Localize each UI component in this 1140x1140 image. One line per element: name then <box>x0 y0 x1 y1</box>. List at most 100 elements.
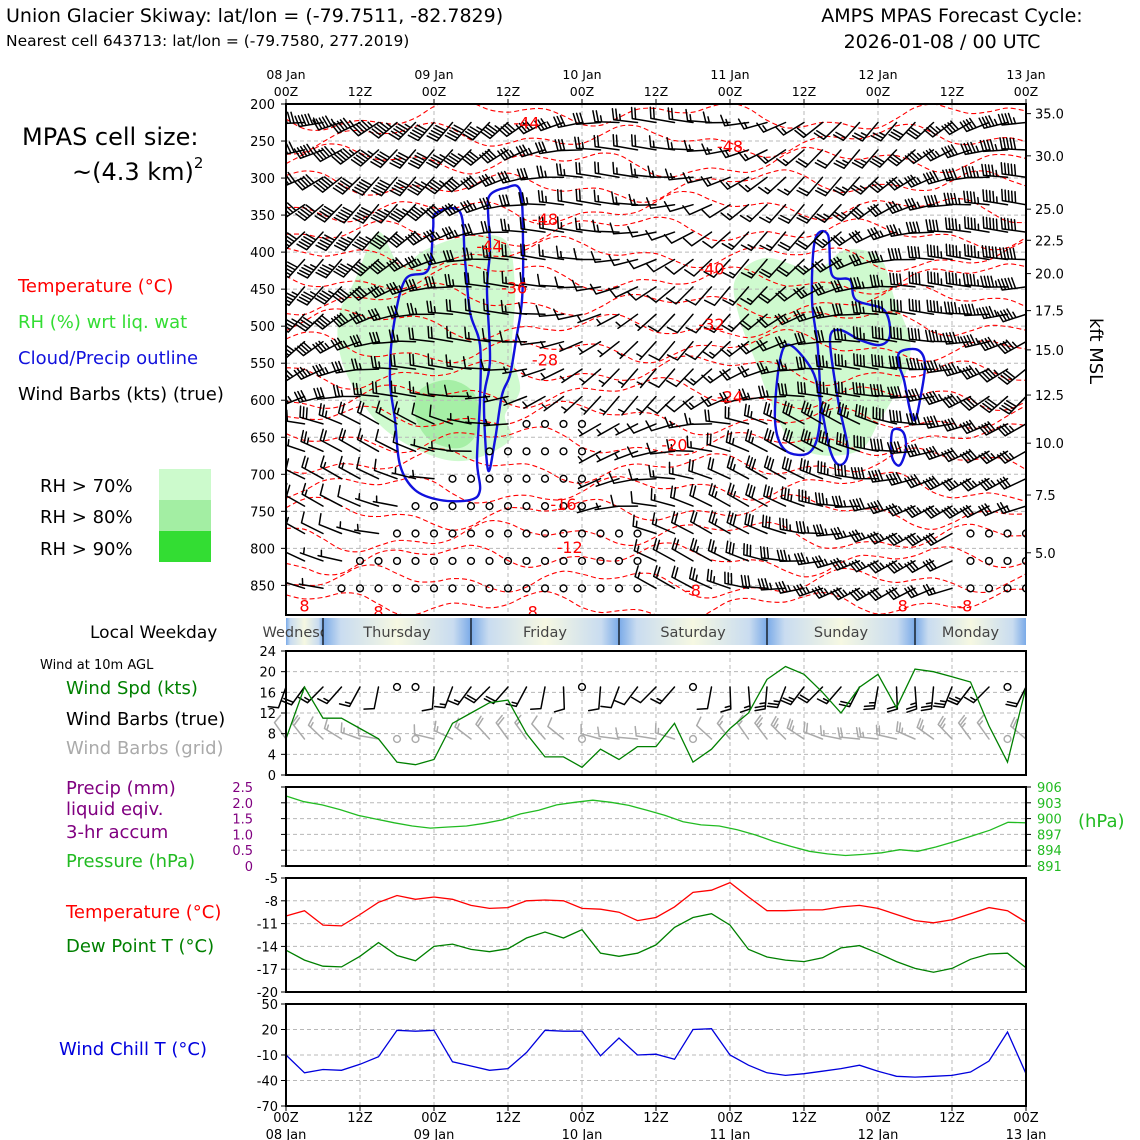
wind10m-barb-true <box>464 686 491 704</box>
wind10m-barb-true <box>754 686 768 712</box>
chill-ytick-label: 50 <box>261 998 278 1013</box>
wind-barb <box>577 423 602 437</box>
bottom-axis-hour: 00Z <box>717 1111 743 1126</box>
wind10m-barb-grid <box>688 734 698 744</box>
pressure-tick-label: 550 <box>250 357 275 372</box>
wind10m-barb-true <box>587 686 602 712</box>
wind-barb <box>666 368 694 388</box>
isotherm-label: -12 <box>557 538 583 557</box>
wind-barb <box>589 283 620 295</box>
isotherm-line <box>286 235 1026 272</box>
wind-barb <box>814 176 842 197</box>
wind-barb <box>758 385 787 398</box>
wind-barb <box>833 327 861 343</box>
wind-barb <box>330 117 361 134</box>
isotherm-label: -48 <box>717 137 743 156</box>
wind-barb <box>775 580 805 594</box>
wind-barb <box>781 456 805 480</box>
wind-barb <box>707 538 731 562</box>
wind-barb <box>759 203 787 224</box>
wind-barb <box>330 312 361 328</box>
wind-barb <box>835 432 861 453</box>
wind-barb <box>350 149 380 167</box>
wind-barb <box>540 419 550 429</box>
wind-barbs-true-label: Wind Barbs (true) <box>66 709 225 730</box>
wind-barb <box>540 502 550 511</box>
wind-barb <box>922 505 953 519</box>
weekday-cell-saturday <box>619 618 767 645</box>
wind-barb <box>296 258 324 279</box>
wind-barb <box>539 340 565 349</box>
wind-barb <box>313 387 343 400</box>
wind-barb <box>463 272 491 288</box>
wind-barb <box>353 523 380 535</box>
wind-barb <box>831 495 861 509</box>
wind-barb <box>813 121 842 140</box>
wind-barb <box>782 400 805 425</box>
wind10m-barb-grid <box>855 726 879 740</box>
wind-barb <box>445 298 472 316</box>
wind10m-barb-grid <box>803 721 824 740</box>
wind-barb <box>386 281 417 295</box>
wind-barb <box>609 222 639 235</box>
wind-barb <box>540 556 550 566</box>
bottom-axis-hour: 12Z <box>643 1111 669 1126</box>
wind-barb <box>725 540 750 562</box>
wind-barb <box>406 302 435 316</box>
wind-barb <box>300 429 324 453</box>
wind-barb <box>758 258 787 279</box>
wind-barb <box>689 510 713 535</box>
wind-barb <box>575 161 602 179</box>
wind-barb <box>555 163 583 179</box>
wind-barb <box>961 303 990 317</box>
wind-barb <box>370 355 398 370</box>
wind-barb <box>1003 556 1012 566</box>
wind-barb <box>596 584 605 593</box>
wind-barb <box>959 117 990 133</box>
wind-barb <box>867 531 898 545</box>
isotherm-label: -16 <box>550 495 576 514</box>
wind10m-barb-grid <box>1003 734 1012 744</box>
wind-barb <box>370 203 398 224</box>
wind-barb <box>833 149 861 170</box>
wind-barb <box>500 218 528 233</box>
wind-barb <box>599 395 620 416</box>
wind-barb <box>388 329 417 343</box>
wind-barb <box>830 557 861 571</box>
wind-barb <box>776 149 805 167</box>
wind-barb <box>388 121 417 141</box>
wind-barb <box>462 247 491 261</box>
wind-barb <box>776 549 805 562</box>
wind-barb <box>817 460 842 480</box>
wind-barb <box>579 368 602 386</box>
chill-ytick-label: -70 <box>257 1100 278 1115</box>
wind-barb <box>941 120 972 136</box>
wind-barb <box>689 483 713 507</box>
wind-barb <box>963 190 990 206</box>
wind-barb <box>982 189 1009 206</box>
wind-barb <box>627 225 657 238</box>
precip-ytick-label: 1.5 <box>232 813 253 828</box>
wind-barb <box>286 258 287 261</box>
isotherm-line <box>286 520 1026 553</box>
wind-barb <box>423 203 454 219</box>
wind-barb <box>702 111 731 124</box>
wind10m-barb-grid <box>634 725 657 740</box>
wind-barb <box>633 556 642 566</box>
legend-temperature: Temperature (°C) <box>17 276 173 297</box>
wind-barb <box>332 286 361 304</box>
wind10m-barb-true <box>696 686 713 711</box>
wind-barb <box>367 285 398 299</box>
wind-barb <box>942 331 972 345</box>
wind10m-barb-true <box>338 686 361 708</box>
isotherm-line <box>286 216 1026 251</box>
wind-barb <box>885 471 916 486</box>
wind10m-barb-true <box>816 686 842 705</box>
wind-barb <box>719 391 750 404</box>
wind-barb <box>782 428 805 453</box>
wind-barb <box>959 448 990 464</box>
wind-barb <box>390 380 417 398</box>
wind-barb <box>830 279 861 293</box>
wind-barb <box>516 167 546 181</box>
wind-barb <box>688 458 713 480</box>
